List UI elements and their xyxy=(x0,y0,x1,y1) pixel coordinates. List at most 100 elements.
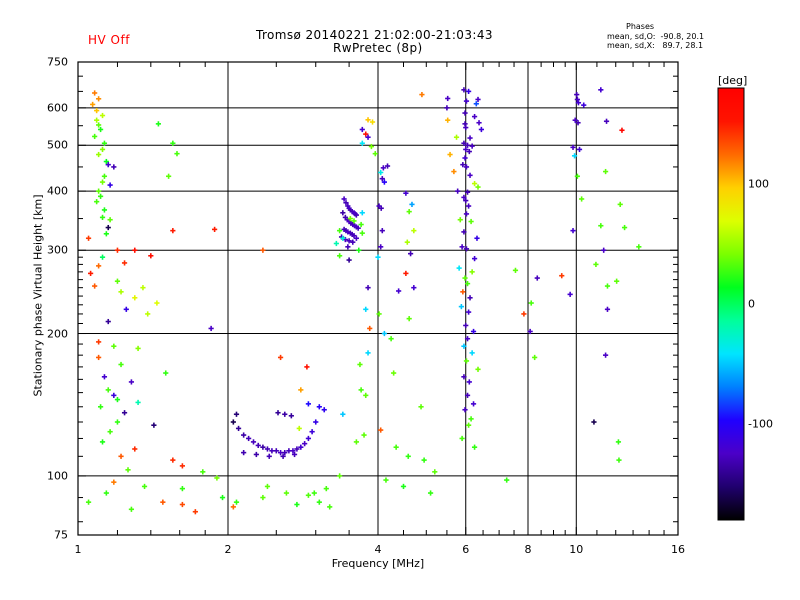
data-point-marker xyxy=(463,197,469,204)
data-point-marker xyxy=(337,228,343,234)
data-point-marker xyxy=(534,275,540,281)
data-point-marker xyxy=(418,404,424,410)
data-point-marker xyxy=(461,343,467,349)
data-point-marker xyxy=(462,407,468,413)
data-point-marker xyxy=(591,419,597,425)
data-point-marker xyxy=(155,121,162,127)
data-point-marker xyxy=(461,194,467,200)
data-point-marker xyxy=(105,318,111,325)
data-point-marker xyxy=(253,451,259,458)
data-point-marker xyxy=(463,246,470,252)
data-point-marker xyxy=(148,253,154,259)
data-point-marker xyxy=(407,251,414,257)
data-point-marker xyxy=(277,354,284,361)
y-tick-label: 600 xyxy=(47,101,68,115)
data-point-marker xyxy=(96,188,102,194)
data-point-marker xyxy=(105,162,111,168)
data-point-marker xyxy=(337,253,343,259)
data-point-marker xyxy=(471,113,478,120)
data-point-marker xyxy=(575,100,582,106)
data-point-marker xyxy=(404,239,410,245)
data-point-marker xyxy=(154,300,160,306)
data-point-marker xyxy=(614,278,620,284)
data-point-marker xyxy=(96,122,102,128)
data-point-marker xyxy=(337,473,343,479)
data-point-marker xyxy=(451,168,457,175)
data-point-marker xyxy=(468,416,474,422)
data-point-marker xyxy=(99,146,106,153)
data-point-marker xyxy=(471,444,478,450)
data-point-marker xyxy=(464,336,471,342)
x-tick-label: 8 xyxy=(524,543,532,556)
data-point-marker xyxy=(208,325,214,332)
data-point-marker xyxy=(575,120,581,126)
data-point-marker xyxy=(466,309,472,315)
data-point-marker xyxy=(467,135,473,141)
data-point-marker xyxy=(603,118,610,124)
data-point-marker xyxy=(235,425,242,432)
data-point-marker xyxy=(135,345,141,352)
data-point-marker xyxy=(97,126,104,133)
data-point-marker xyxy=(179,486,185,492)
data-point-marker xyxy=(282,450,288,456)
data-point-marker xyxy=(350,239,356,245)
data-point-marker xyxy=(99,254,106,260)
data-point-marker xyxy=(475,96,481,103)
data-point-marker xyxy=(233,411,240,417)
data-point-marker xyxy=(132,295,138,301)
data-point-marker xyxy=(311,490,317,496)
data-point-marker xyxy=(579,196,585,202)
data-point-marker xyxy=(85,499,92,505)
data-point-marker xyxy=(123,306,129,312)
data-point-marker xyxy=(94,199,100,205)
data-point-marker xyxy=(462,275,468,281)
data-point-marker xyxy=(333,240,339,247)
data-point-marker xyxy=(296,425,302,432)
data-point-marker xyxy=(384,163,391,169)
data-point-marker xyxy=(260,247,266,253)
data-point-marker xyxy=(246,435,252,442)
data-point-marker xyxy=(574,91,580,98)
data-point-marker xyxy=(353,235,359,241)
data-point-marker xyxy=(378,427,384,433)
data-point-marker xyxy=(151,422,157,428)
data-point-marker xyxy=(302,441,308,447)
data-point-marker xyxy=(97,193,104,199)
data-point-marker xyxy=(464,392,471,398)
data-point-marker xyxy=(527,328,533,335)
data-point-marker xyxy=(457,217,463,223)
data-point-marker xyxy=(111,343,117,349)
data-point-marker xyxy=(96,263,102,269)
data-point-marker xyxy=(463,322,469,329)
data-point-marker xyxy=(379,228,385,234)
data-point-marker xyxy=(598,87,604,93)
data-point-marker xyxy=(96,151,102,158)
data-point-marker xyxy=(464,142,471,148)
data-point-marker xyxy=(111,479,117,485)
data-point-marker xyxy=(406,209,412,215)
y-tick-label: 750 xyxy=(47,55,68,69)
x-tick-label: 10 xyxy=(569,543,584,556)
data-point-marker xyxy=(469,143,475,149)
data-point-marker xyxy=(118,289,124,295)
data-point-marker xyxy=(616,457,622,463)
data-point-marker xyxy=(468,218,474,225)
data-point-marker xyxy=(121,410,128,416)
data-point-marker xyxy=(346,257,352,263)
data-point-marker xyxy=(101,374,108,380)
data-point-marker xyxy=(461,140,467,146)
data-point-marker xyxy=(471,180,478,187)
data-point-marker xyxy=(170,228,176,234)
data-point-marker xyxy=(521,311,527,317)
data-point-marker xyxy=(365,350,371,356)
data-point-marker xyxy=(340,210,346,216)
data-point-marker xyxy=(269,448,275,454)
y-tick-label: 400 xyxy=(47,184,68,198)
axis-ticks xyxy=(77,61,678,535)
data-point-marker xyxy=(96,354,102,361)
y-tick-label: 200 xyxy=(47,327,68,341)
data-point-marker xyxy=(411,228,417,234)
data-point-marker xyxy=(460,289,466,295)
data-point-marker xyxy=(92,90,98,96)
data-point-marker xyxy=(99,214,106,220)
